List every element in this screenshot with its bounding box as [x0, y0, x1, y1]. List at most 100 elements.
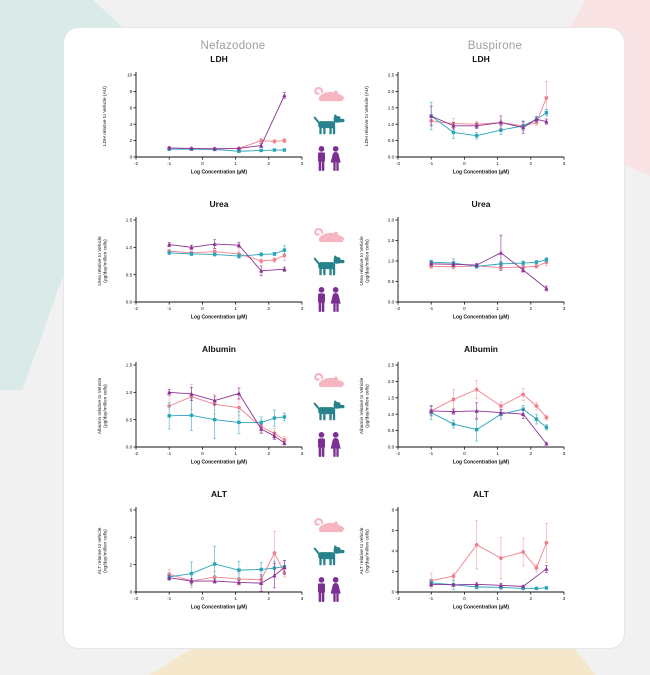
svg-text:2: 2 — [268, 596, 271, 601]
svg-text:0: 0 — [463, 161, 466, 166]
rat-icon — [312, 516, 346, 536]
chart-title: Urea — [209, 199, 229, 209]
chart-buspirone-urea: Urea -2 -1 0 1 2 3 0.0 0.5 1.0 1.5 2.0 Log Concentr… — [356, 199, 574, 332]
svg-text:0.5: 0.5 — [126, 417, 133, 422]
svg-text:-2: -2 — [134, 451, 139, 456]
svg-text:0: 0 — [463, 451, 466, 456]
chart-title: LDH — [210, 54, 228, 64]
dog-icon — [312, 255, 346, 277]
svg-text:1: 1 — [234, 161, 237, 166]
svg-text:3: 3 — [301, 451, 304, 456]
svg-text:LDH relative to Vehicle (AU): LDH relative to Vehicle (AU) — [102, 86, 108, 146]
buspirone-alt-plot: -2 -1 0 1 2 3 0 2 4 6 8 Log Concentration (µM) ALT r… — [359, 507, 566, 611]
chart-nefazodone-alt: ALT -2 -1 0 1 2 3 0 2 4 6 Log Concentration (µM) AL… — [94, 489, 312, 622]
column-header-buspirone: Buspirone — [467, 40, 523, 52]
svg-text:1: 1 — [234, 596, 237, 601]
svg-text:2: 2 — [530, 596, 533, 601]
chart-title: Urea — [471, 199, 491, 209]
svg-text:ALT relative to vehicle(ng/day: ALT relative to vehicle(ng/day/million c… — [97, 527, 108, 574]
chart-nefazodone-urea: Urea -2 -1 0 1 2 3 0.0 0.5 1.0 1.5 Log Concentrati… — [94, 199, 312, 332]
chart-buspirone-albumin: Albumin -2 -1 0 1 2 3 0.0 0.5 1.0 1.5 2.0 2.5 Log Co… — [356, 344, 574, 477]
chart-title: ALT — [473, 489, 489, 499]
svg-text:1.0: 1.0 — [126, 390, 133, 395]
svg-text:-1: -1 — [429, 306, 434, 311]
buspirone-urea-plot: -2 -1 0 1 2 3 0.0 0.5 1.0 1.5 2.0 Log Concentration… — [359, 217, 566, 321]
svg-text:-1: -1 — [429, 451, 434, 456]
svg-text:1: 1 — [496, 451, 499, 456]
svg-text:1.0: 1.0 — [388, 122, 395, 127]
svg-text:1.5: 1.5 — [388, 105, 395, 110]
svg-text:3: 3 — [563, 306, 566, 311]
svg-text:8: 8 — [130, 89, 133, 94]
chart-buspirone-alt: ALT -2 -1 0 1 2 3 0 2 4 6 8 Log Concentration (µM) A… — [356, 489, 574, 622]
svg-text:Log Concentration (µM): Log Concentration (µM) — [453, 170, 510, 176]
svg-text:4: 4 — [130, 122, 133, 127]
svg-text:1.5: 1.5 — [126, 363, 133, 368]
svg-text:1.0: 1.0 — [126, 245, 133, 250]
svg-text:2: 2 — [530, 161, 533, 166]
species-legend-row-ldh — [301, 85, 357, 172]
chart-title: LDH — [472, 54, 490, 64]
svg-text:2: 2 — [130, 138, 133, 143]
nefazodone-albumin-plot: -2 -1 0 1 2 3 0.0 0.5 1.0 1.5 Log Concentration (µ… — [97, 362, 304, 466]
svg-text:2.5: 2.5 — [388, 363, 395, 368]
buspirone-albumin-plot: -2 -1 0 1 2 3 0.0 0.5 1.0 1.5 2.0 2.5 Log Concentrat… — [359, 362, 566, 466]
human-pair-icon — [314, 145, 344, 172]
svg-text:Albumin relative to Vehicle(µg: Albumin relative to Vehicle(µg/day/milli… — [97, 378, 108, 435]
svg-text:0.0: 0.0 — [388, 445, 395, 450]
svg-text:ALT relative to vehicle(ng/day: ALT relative to vehicle(ng/day/million c… — [359, 527, 370, 574]
svg-text:2: 2 — [130, 562, 133, 567]
svg-text:2.0: 2.0 — [388, 379, 395, 384]
svg-text:3: 3 — [301, 596, 304, 601]
svg-text:0.5: 0.5 — [388, 428, 395, 433]
svg-text:1: 1 — [496, 596, 499, 601]
chart-title: Albumin — [202, 344, 236, 354]
svg-text:-2: -2 — [134, 161, 139, 166]
svg-text:4: 4 — [130, 535, 133, 540]
species-legend-row-urea — [301, 226, 357, 313]
svg-text:0: 0 — [201, 596, 204, 601]
svg-text:2: 2 — [268, 161, 271, 166]
svg-text:0: 0 — [130, 155, 133, 160]
chart-title: ALT — [211, 489, 227, 499]
svg-text:0: 0 — [463, 596, 466, 601]
svg-text:2: 2 — [268, 451, 271, 456]
svg-text:2: 2 — [268, 306, 271, 311]
svg-text:0.0: 0.0 — [388, 155, 395, 160]
svg-text:1.5: 1.5 — [388, 395, 395, 400]
svg-text:2.0: 2.0 — [388, 89, 395, 94]
svg-text:-2: -2 — [396, 306, 401, 311]
species-legend-row-albumin — [301, 371, 357, 458]
svg-text:1: 1 — [234, 451, 237, 456]
svg-text:-2: -2 — [134, 306, 139, 311]
svg-text:0: 0 — [463, 306, 466, 311]
chart-nefazodone-albumin: Albumin -2 -1 0 1 2 3 0.0 0.5 1.0 1.5 Log Concentr… — [94, 344, 312, 477]
svg-text:1.5: 1.5 — [126, 218, 133, 223]
svg-text:6: 6 — [130, 508, 133, 513]
svg-text:0.5: 0.5 — [126, 272, 133, 277]
dog-icon — [312, 400, 346, 422]
svg-text:0.0: 0.0 — [388, 300, 395, 305]
svg-text:LDH relative to Vehicle (AU): LDH relative to Vehicle (AU) — [364, 86, 370, 146]
svg-text:-2: -2 — [396, 596, 401, 601]
svg-text:-2: -2 — [396, 161, 401, 166]
svg-text:-1: -1 — [167, 161, 172, 166]
rat-icon — [312, 85, 346, 105]
svg-text:-1: -1 — [429, 596, 434, 601]
svg-text:Albumin relative to Vehicle(µg: Albumin relative to Vehicle(µg/day/milli… — [359, 378, 370, 435]
nefazodone-alt-plot: -2 -1 0 1 2 3 0 2 4 6 Log Concentration (µM) ALT re… — [97, 507, 304, 611]
svg-text:Urea relative to Vehicle(µg/da: Urea relative to Vehicle(µg/day/million … — [359, 236, 370, 286]
svg-text:0: 0 — [201, 161, 204, 166]
chart-nefazodone-ldh: LDH -2 -1 0 1 2 3 0 2 4 6 8 10 Log Concentration (µM… — [94, 54, 312, 187]
nefazodone-urea-plot: -2 -1 0 1 2 3 0.0 0.5 1.0 1.5 Log Concentration (µ… — [97, 217, 304, 321]
svg-text:0: 0 — [130, 590, 133, 595]
svg-text:0.0: 0.0 — [126, 300, 133, 305]
svg-text:-2: -2 — [396, 451, 401, 456]
nefazodone-ldh-plot: -2 -1 0 1 2 3 0 2 4 6 8 10 Log Concentration (µM) LDH… — [102, 72, 304, 176]
svg-text:3: 3 — [301, 306, 304, 311]
human-pair-icon — [314, 576, 344, 603]
svg-text:1.0: 1.0 — [388, 412, 395, 417]
svg-text:-1: -1 — [167, 451, 172, 456]
human-pair-icon — [314, 286, 344, 313]
svg-text:1.5: 1.5 — [388, 238, 395, 243]
